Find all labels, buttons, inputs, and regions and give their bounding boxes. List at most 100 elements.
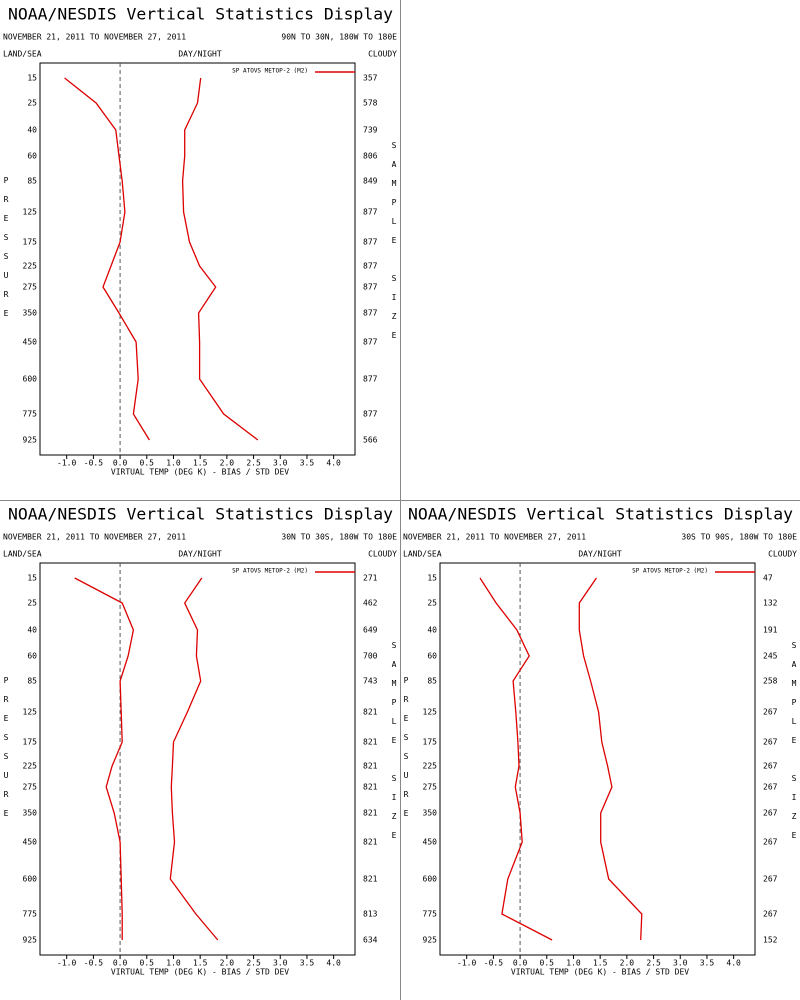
y-tick-label: 85 bbox=[427, 677, 437, 686]
sample-size: 357 bbox=[363, 74, 378, 83]
sample-size: 152 bbox=[763, 936, 778, 945]
y-tick-label: 60 bbox=[27, 152, 37, 161]
x-tick-label: 0.5 bbox=[140, 959, 155, 968]
y-tick-label: 350 bbox=[23, 309, 38, 318]
x-tick-label: -1.0 bbox=[57, 459, 76, 468]
x-tick-label: 1.5 bbox=[593, 959, 608, 968]
y-tick-label: 85 bbox=[27, 677, 37, 686]
y-tick-label: 775 bbox=[423, 910, 438, 919]
sample-size: 877 bbox=[363, 283, 378, 292]
y-tick-label: 175 bbox=[23, 238, 38, 247]
x-tick-label: 1.5 bbox=[193, 459, 208, 468]
sample-size: 877 bbox=[363, 375, 378, 384]
x-tick-label: 2.5 bbox=[646, 959, 661, 968]
x-tick-label: 1.5 bbox=[193, 959, 208, 968]
header: LAND/SEA bbox=[403, 550, 442, 559]
y-tick-label: 40 bbox=[27, 126, 37, 135]
y-tick-label: 600 bbox=[23, 375, 38, 384]
sample-size: 267 bbox=[763, 875, 778, 884]
sample-size: 877 bbox=[363, 410, 378, 419]
sample-size: 877 bbox=[363, 309, 378, 318]
y-tick-label: 25 bbox=[427, 599, 437, 608]
x-tick-label: 4.0 bbox=[726, 959, 741, 968]
y-tick-label: 225 bbox=[423, 762, 438, 771]
y-tick-label: 25 bbox=[27, 599, 37, 608]
legend-label: SP ATOVS METOP-2 (M2) bbox=[232, 68, 308, 75]
y-tick-label: 40 bbox=[27, 626, 37, 635]
y-tick-label: 450 bbox=[23, 838, 38, 847]
date-range: NOVEMBER 21, 2011 TO NOVEMBER 27, 2011 bbox=[403, 533, 586, 542]
y2-axis-label: SAMPLE SIZE bbox=[790, 641, 799, 850]
plot-frame bbox=[39, 562, 356, 956]
header: DAY/NIGHT bbox=[178, 50, 222, 59]
y-tick-label: 125 bbox=[23, 708, 38, 717]
x-tick-label: -1.0 bbox=[457, 959, 476, 968]
x-tick-label: -0.5 bbox=[484, 959, 503, 968]
chart-panel: NOAA/NESDIS Vertical Statistics Display N… bbox=[2, 505, 399, 977]
y-tick-label: 60 bbox=[427, 652, 437, 661]
chart-title: NOAA/NESDIS Vertical Statistics Display bbox=[8, 5, 393, 24]
sample-size: 132 bbox=[763, 599, 778, 608]
sample-size: 821 bbox=[363, 838, 378, 847]
y-tick-label: 125 bbox=[423, 708, 438, 717]
x-axis-label: VIRTUAL TEMP (DEG K) - BIAS / STD DEV bbox=[111, 468, 289, 477]
sample-size: 849 bbox=[363, 177, 378, 186]
plot-frame bbox=[39, 62, 356, 456]
x-tick-label: 0.5 bbox=[540, 959, 555, 968]
header: CLOUDY bbox=[368, 50, 397, 59]
y-axis-label: PRESSURE bbox=[2, 176, 11, 328]
y-tick-label: 225 bbox=[23, 262, 38, 271]
chart-title: NOAA/NESDIS Vertical Statistics Display bbox=[408, 505, 793, 524]
sample-size: 191 bbox=[763, 626, 778, 635]
sample-size: 634 bbox=[363, 936, 378, 945]
header: DAY/NIGHT bbox=[578, 550, 622, 559]
y-tick-label: 25 bbox=[27, 99, 37, 108]
sample-size: 649 bbox=[363, 626, 378, 635]
region: 90N TO 30N, 180W TO 180E bbox=[281, 33, 397, 42]
header: LAND/SEA bbox=[3, 50, 42, 59]
sample-size: 267 bbox=[763, 838, 778, 847]
y-tick-label: 275 bbox=[423, 783, 438, 792]
x-tick-label: 4.0 bbox=[326, 959, 341, 968]
x-tick-label: 0.0 bbox=[513, 959, 528, 968]
sample-size: 877 bbox=[363, 338, 378, 347]
x-tick-label: 1.0 bbox=[166, 959, 181, 968]
y-tick-label: 15 bbox=[427, 574, 437, 583]
sample-size: 739 bbox=[363, 126, 378, 135]
y-tick-label: 775 bbox=[23, 910, 38, 919]
date-range: NOVEMBER 21, 2011 TO NOVEMBER 27, 2011 bbox=[3, 533, 186, 542]
sample-size: 267 bbox=[763, 783, 778, 792]
sample-size: 566 bbox=[363, 436, 378, 445]
x-tick-label: 2.0 bbox=[620, 959, 635, 968]
header: DAY/NIGHT bbox=[178, 550, 222, 559]
y-tick-label: 60 bbox=[27, 652, 37, 661]
sample-size: 578 bbox=[363, 99, 378, 108]
y-tick-label: 450 bbox=[423, 838, 438, 847]
sample-size: 267 bbox=[763, 762, 778, 771]
y-tick-label: 125 bbox=[23, 208, 38, 217]
region: 30N TO 30S, 180W TO 180E bbox=[281, 533, 397, 542]
y-tick-label: 85 bbox=[27, 177, 37, 186]
sample-size: 258 bbox=[763, 677, 778, 686]
x-tick-label: 3.0 bbox=[673, 959, 688, 968]
sample-size: 877 bbox=[363, 238, 378, 247]
plot-frame bbox=[439, 562, 756, 956]
x-tick-label: 0.0 bbox=[113, 459, 128, 468]
chart-panel: NOAA/NESDIS Vertical Statistics Display N… bbox=[2, 5, 399, 477]
sample-size: 877 bbox=[363, 208, 378, 217]
x-tick-label: -1.0 bbox=[57, 959, 76, 968]
x-axis-label: VIRTUAL TEMP (DEG K) - BIAS / STD DEV bbox=[111, 968, 289, 977]
sample-size: 700 bbox=[363, 652, 378, 661]
chart-panel: NOAA/NESDIS Vertical Statistics Display N… bbox=[402, 505, 799, 977]
y-tick-label: 775 bbox=[23, 410, 38, 419]
sample-size: 821 bbox=[363, 708, 378, 717]
y-tick-label: 40 bbox=[427, 626, 437, 635]
x-tick-label: 0.5 bbox=[140, 459, 155, 468]
sample-size: 267 bbox=[763, 708, 778, 717]
y-tick-label: 175 bbox=[423, 738, 438, 747]
x-tick-label: 3.5 bbox=[700, 959, 715, 968]
y-tick-label: 600 bbox=[23, 875, 38, 884]
sample-size: 47 bbox=[763, 574, 773, 583]
x-tick-label: 3.5 bbox=[300, 459, 315, 468]
